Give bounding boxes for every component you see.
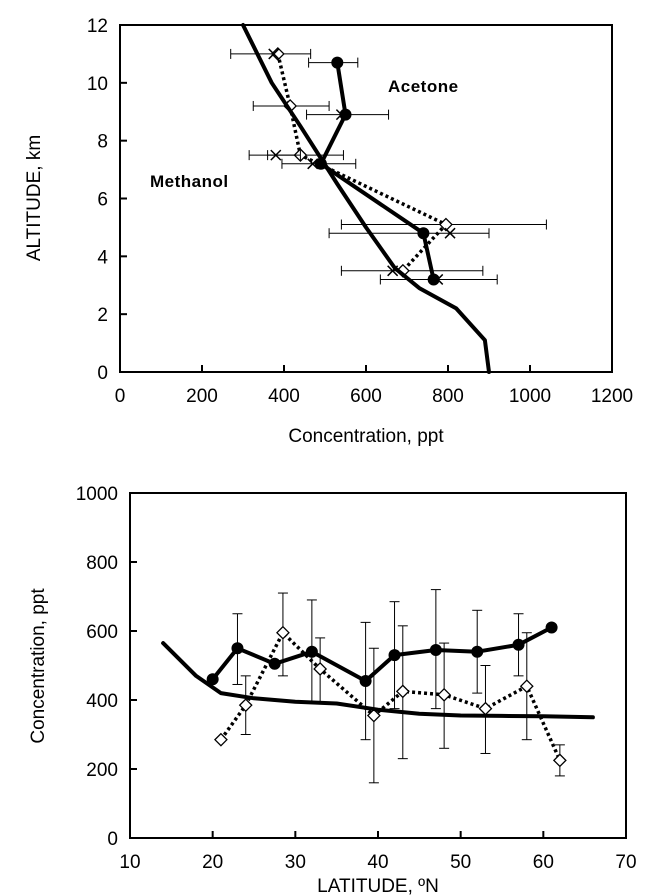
series-group [230,23,547,374]
data-point-circle [305,645,318,658]
y-tick-label: 6 [97,190,108,211]
annotation-methanol: Methanol [150,172,229,191]
data-point-circle [427,273,440,286]
x-tick-label: 50 [450,852,471,873]
y-tick-labels: 0 200 400 600 800 1000 [76,484,118,850]
y-axis-label: ALTITUDE, km [24,135,45,261]
series-thick-solid-filled-circle [206,589,558,741]
data-point-diamond [395,684,410,699]
y-axis-label: Concentration, ppt [28,588,49,744]
y-tick-label: 4 [97,247,108,268]
data-point-cross [335,109,347,121]
x-tick-label: 600 [350,386,382,407]
data-point-circle [268,657,281,670]
data-point-diamond [238,698,253,713]
series-cross-markers [248,48,456,285]
y-tick-label: 200 [86,760,118,781]
x-tick-label: 70 [615,852,636,873]
data-point-diamond [276,625,290,640]
data-point-diamond [478,701,493,716]
series-line [219,630,562,762]
data-point-circle [471,645,484,658]
x-axis-label: LATITUDE, ºN [317,876,439,895]
y-tick-label: 1000 [76,484,118,505]
data-point-diamond [437,687,452,702]
data-point-circle [231,642,244,655]
data-point-diamond [313,662,328,676]
x-tick-label: 60 [533,852,554,873]
data-point-circle [388,649,401,662]
data-point-cross [444,227,456,239]
data-point-circle [512,638,525,651]
data-point-diamond [439,217,453,232]
data-point-circle [331,56,344,69]
y-tick-label: 0 [107,829,118,850]
series-dotted-open-diamond [214,592,567,784]
data-point-diamond [519,679,534,694]
data-point-circle [206,673,219,686]
y-tick-label: 0 [97,363,108,384]
data-point-cross [432,273,444,285]
x-tick-label: 1000 [509,386,551,407]
x-tick-label: 40 [367,852,388,873]
plot-frame [129,492,627,839]
series-thick-solid-line [161,641,595,720]
series-line [161,641,595,720]
y-tick-label: 800 [86,553,118,574]
x-tick-labels: 0 200 400 600 800 1000 1200 [115,386,633,407]
annotation-acetone: Acetone [388,77,459,96]
y-tick-label: 10 [87,74,108,95]
x-axis-label: Concentration, ppt [288,426,444,447]
data-point-circle [545,621,558,634]
x-tick-label: 1200 [591,386,633,407]
latitude-profile-chart: 10 20 30 40 50 60 70 0 200 400 600 800 1000 LATITUD… [28,484,637,895]
y-tick-label: 600 [86,622,118,643]
y-tick-label: 8 [97,132,108,153]
series-line [210,625,554,683]
series-group [161,589,595,784]
data-point-diamond [552,753,567,768]
data-point-cross [270,149,282,161]
y-tick-labels: 0 2 4 6 8 10 12 [87,16,109,384]
data-point-diamond [214,732,228,747]
y-tick-label: 12 [87,16,108,37]
data-point-cross [307,158,319,170]
altitude-profile-chart: 0 200 400 600 800 1000 1200 0 2 4 6 8 10 12 Concentr… [24,16,633,447]
tick-marks [119,24,613,373]
x-tick-label: 200 [186,386,218,407]
series-line [241,23,491,374]
x-tick-label: 400 [268,386,300,407]
x-tick-label: 10 [119,852,140,873]
x-tick-label: 20 [202,852,223,873]
plot-frame [119,24,613,373]
data-point-circle [417,227,430,240]
x-tick-label: 30 [285,852,306,873]
y-tick-label: 2 [97,305,108,326]
data-point-cross [268,48,280,60]
data-point-circle [429,643,442,656]
x-tick-label: 800 [432,386,464,407]
data-point-diamond [366,708,381,723]
tick-marks [129,492,627,839]
x-tick-labels: 10 20 30 40 50 60 70 [119,852,636,873]
series-thick-solid-line [241,23,491,374]
x-tick-label: 0 [115,386,126,407]
y-tick-label: 400 [86,691,118,712]
data-point-diamond [270,46,285,61]
data-point-circle [359,675,372,688]
